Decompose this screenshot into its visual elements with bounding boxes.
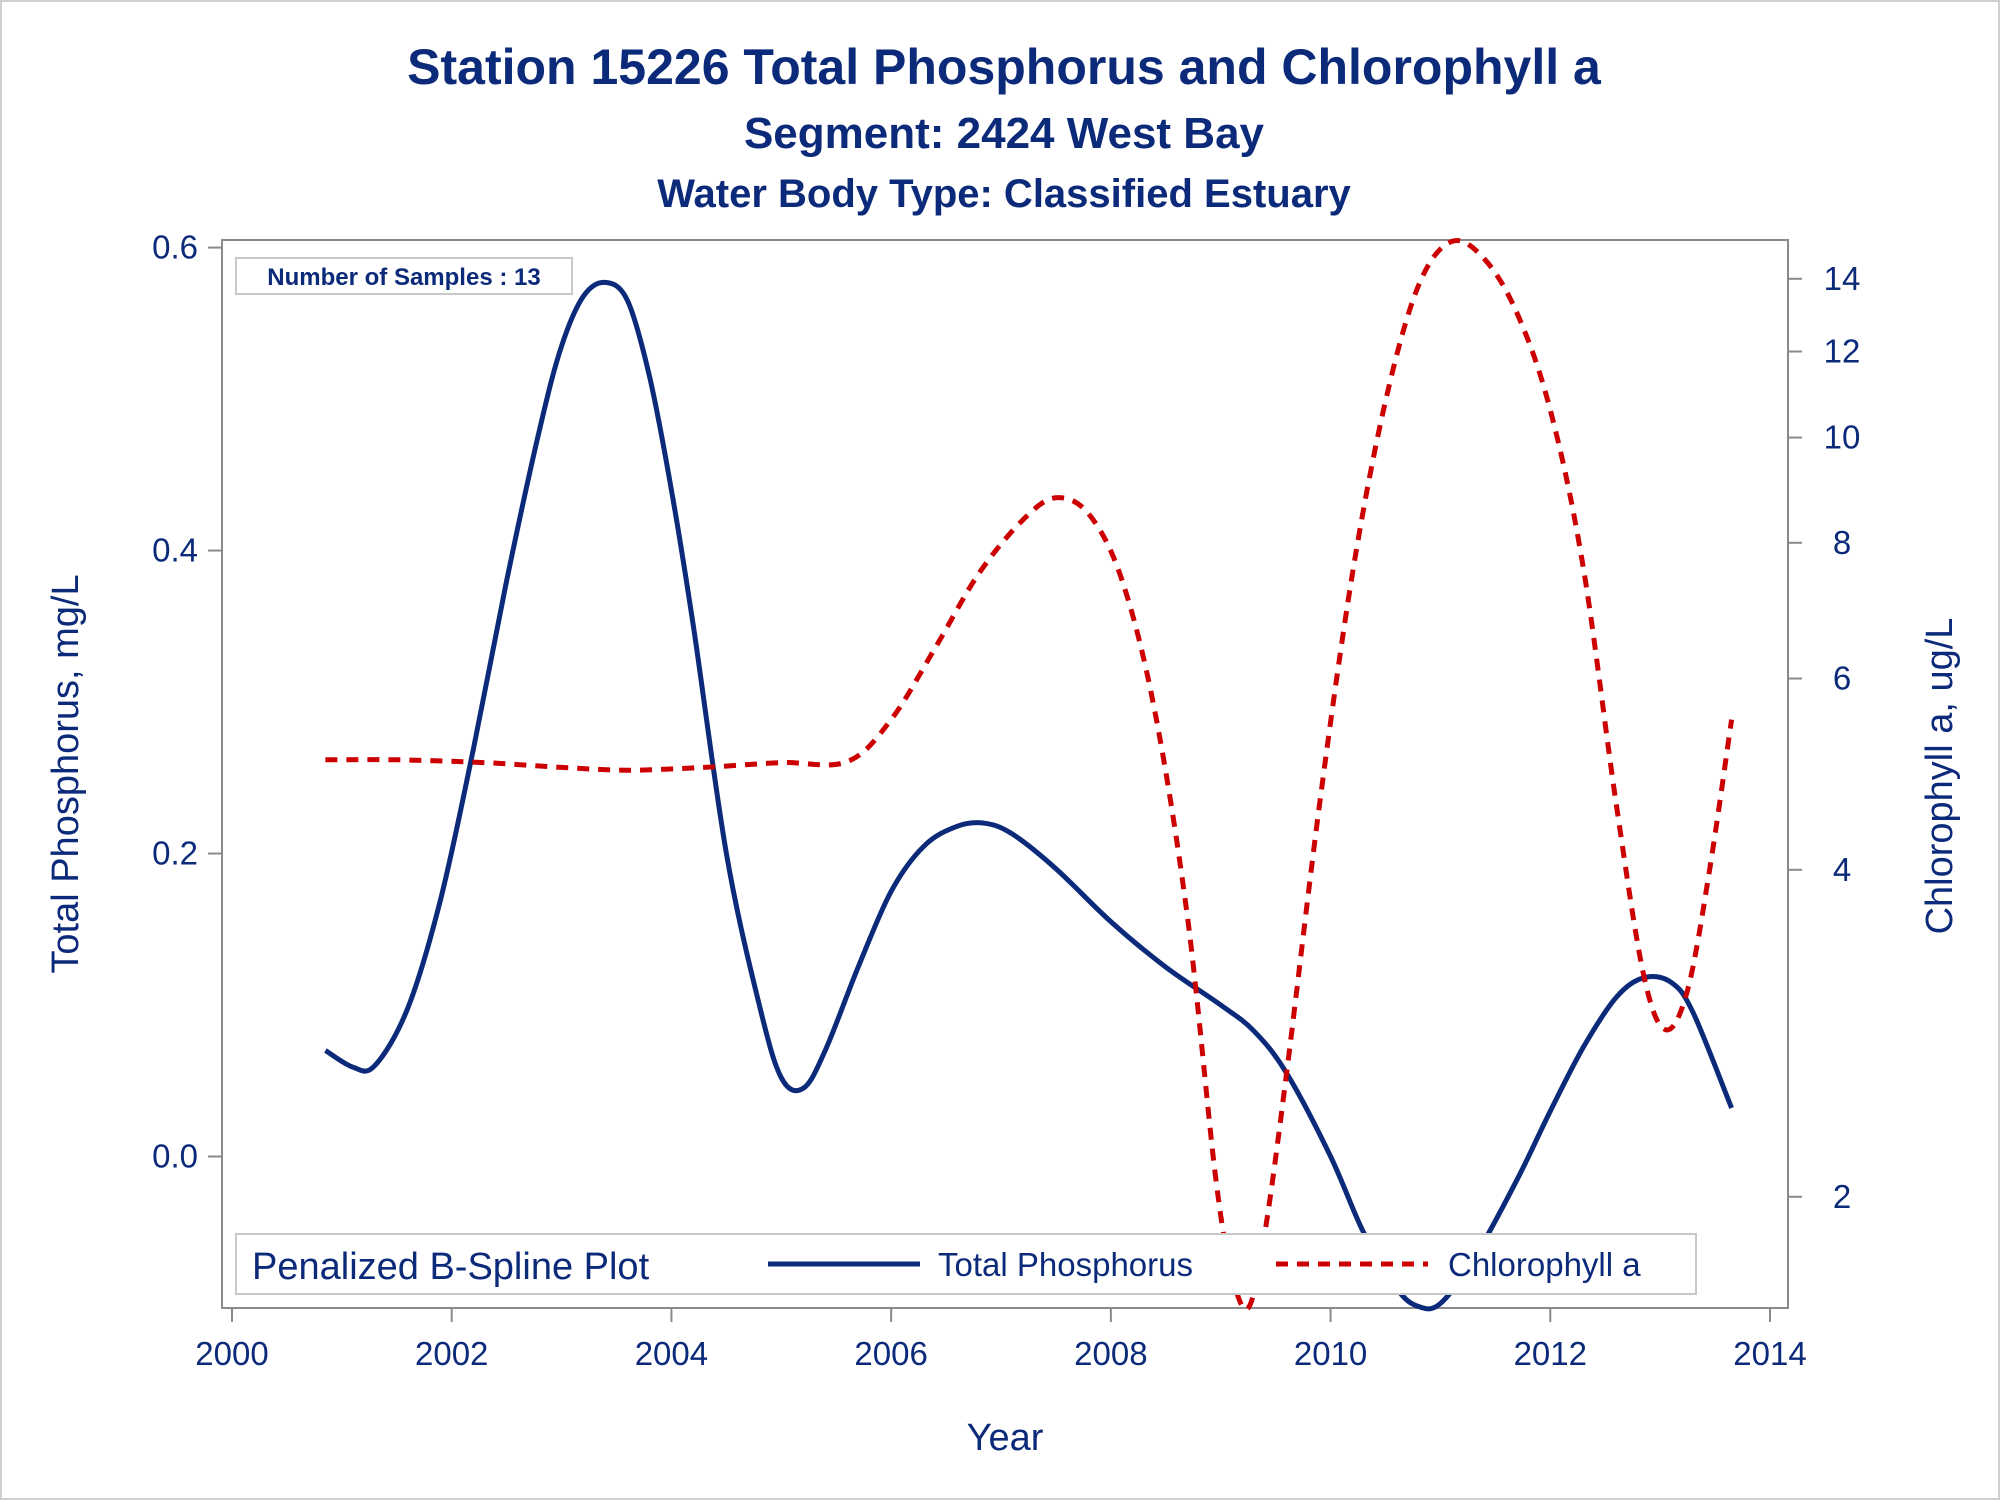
x-tick-label: 2000 [195,1335,268,1372]
y-tick-label: 0.4 [152,532,198,569]
y-axis-right: 2 4 6 8 10 12 14 [1788,260,1860,1215]
y-axis-label: Total Phosphorus, mg/L [45,574,87,973]
x-tick-label: 2004 [635,1335,708,1372]
y2-tick-label: 6 [1833,660,1851,697]
x-tick-label: 2012 [1514,1335,1587,1372]
legend-box [235,1233,1697,1295]
chart-subtitle-2: Water Body Type: Classified Estuary [657,172,1351,216]
x-tick-label: 2006 [854,1335,927,1372]
y2-tick-label: 8 [1833,524,1851,561]
sample-count-label: Number of Samples : 13 [267,264,540,291]
y-tick-label: 0.6 [152,229,198,266]
x-tick-label: 2010 [1294,1335,1367,1372]
legend: Penalized B-Spline Plot Total Phosphorus… [235,1233,1697,1295]
legend-entry-chlorophyll: Chlorophyll a [1448,1246,1641,1283]
y2-tick-label: 10 [1824,419,1861,456]
series-line-chlorophyll-a [325,238,1735,1312]
chart-title: Station 15226 Total Phosphorus and Chlor… [407,39,1602,95]
x-tick-label: 2008 [1074,1335,1147,1372]
y2-tick-label: 2 [1833,1178,1851,1215]
x-axis-label: Year [967,1417,1044,1459]
legend-entry-phosphorus: Total Phosphorus [938,1246,1193,1283]
x-axis: 2000 2002 2004 2006 2008 2010 2012 2014 [195,1308,1807,1372]
y2-tick-label: 4 [1833,851,1851,888]
x-tick-label: 2014 [1733,1335,1806,1372]
plot-area [221,239,1789,1309]
y2-tick-label: 12 [1824,333,1861,370]
y-tick-label: 0.2 [152,835,198,872]
sample-count-box [235,257,573,295]
chart-subtitle: Segment: 2424 West Bay [744,109,1265,158]
y2-tick-label: 14 [1824,260,1861,297]
legend-title: Penalized B-Spline Plot [252,1246,650,1288]
y-tick-label: 0.0 [152,1138,198,1175]
x-tick-label: 2002 [415,1335,488,1372]
y2-axis-label: Chlorophyll a, ug/L [1919,618,1961,935]
y-axis-left: 0.0 0.2 0.4 0.6 [152,229,222,1175]
